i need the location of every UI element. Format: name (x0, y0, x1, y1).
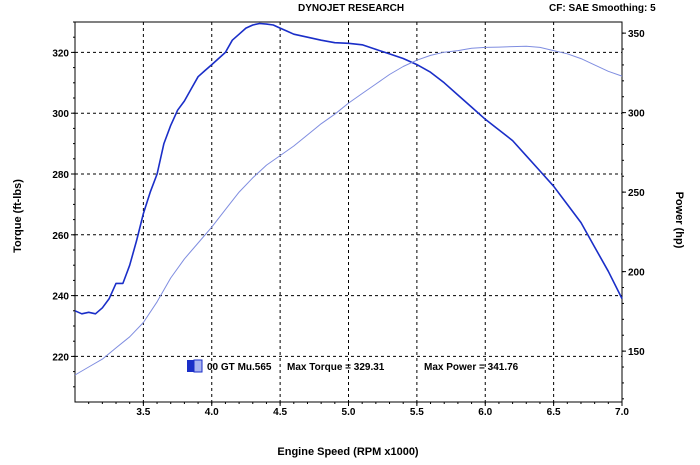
x-tick-label: 5.0 (342, 407, 356, 418)
legend-run-name: 00 GT Mu.565 (207, 362, 272, 373)
left-tick-label: 300 (52, 109, 69, 120)
left-tick-label: 320 (52, 48, 69, 59)
x-tick-label: 3.5 (136, 407, 150, 418)
legend-max-torque: Max Torque = 329.31 (287, 362, 385, 373)
right-tick-label: 250 (628, 188, 645, 199)
plot-frame (74, 21, 623, 403)
right-tick-label: 200 (628, 268, 645, 279)
x-tick-label: 6.5 (547, 407, 561, 418)
right-tick-label: 150 (628, 347, 645, 358)
left-tick-label: 240 (52, 292, 69, 303)
x-tick-label: 4.0 (205, 407, 219, 418)
left-tick-label: 260 (52, 231, 69, 242)
torque-line (74, 22, 623, 315)
x-tick-label: 4.5 (273, 407, 287, 418)
legend-max-power: Max Power = 341.76 (424, 362, 519, 373)
left-tick-label: 280 (52, 170, 69, 181)
right-tick-label: 350 (628, 29, 645, 40)
legend-swatch-dark (187, 360, 194, 372)
left-tick-label: 220 (52, 352, 69, 363)
header-title: DYNOJET RESEARCH (298, 3, 405, 14)
power-line (74, 45, 623, 376)
left-axis-label: Torque (ft-lbs) (12, 179, 24, 253)
header-correction-info: CF: SAE Smoothing: 5 (549, 3, 656, 14)
x-tick-label: 6.0 (478, 407, 492, 418)
right-tick-labels: 150 200 250 300 350 (628, 29, 645, 358)
x-tick-label: 7.0 (615, 407, 629, 418)
x-tick-labels: 3.5 4.0 4.5 5.0 5.5 6.0 6.5 7.0 (136, 407, 629, 418)
x-axis-label: Engine Speed (RPM x1000) (277, 446, 419, 458)
chart-grid (71, 21, 626, 406)
legend-swatch-light (193, 359, 203, 373)
series-lines (74, 22, 623, 376)
right-tick-label: 300 (628, 109, 645, 120)
x-tick-label: 5.5 (410, 407, 424, 418)
legend: 00 GT Mu.565 Max Torque = 329.31 Max Pow… (187, 359, 519, 373)
right-axis-label: Power (hp) (673, 192, 685, 249)
left-tick-labels: 220 240 260 280 300 320 (52, 48, 69, 363)
